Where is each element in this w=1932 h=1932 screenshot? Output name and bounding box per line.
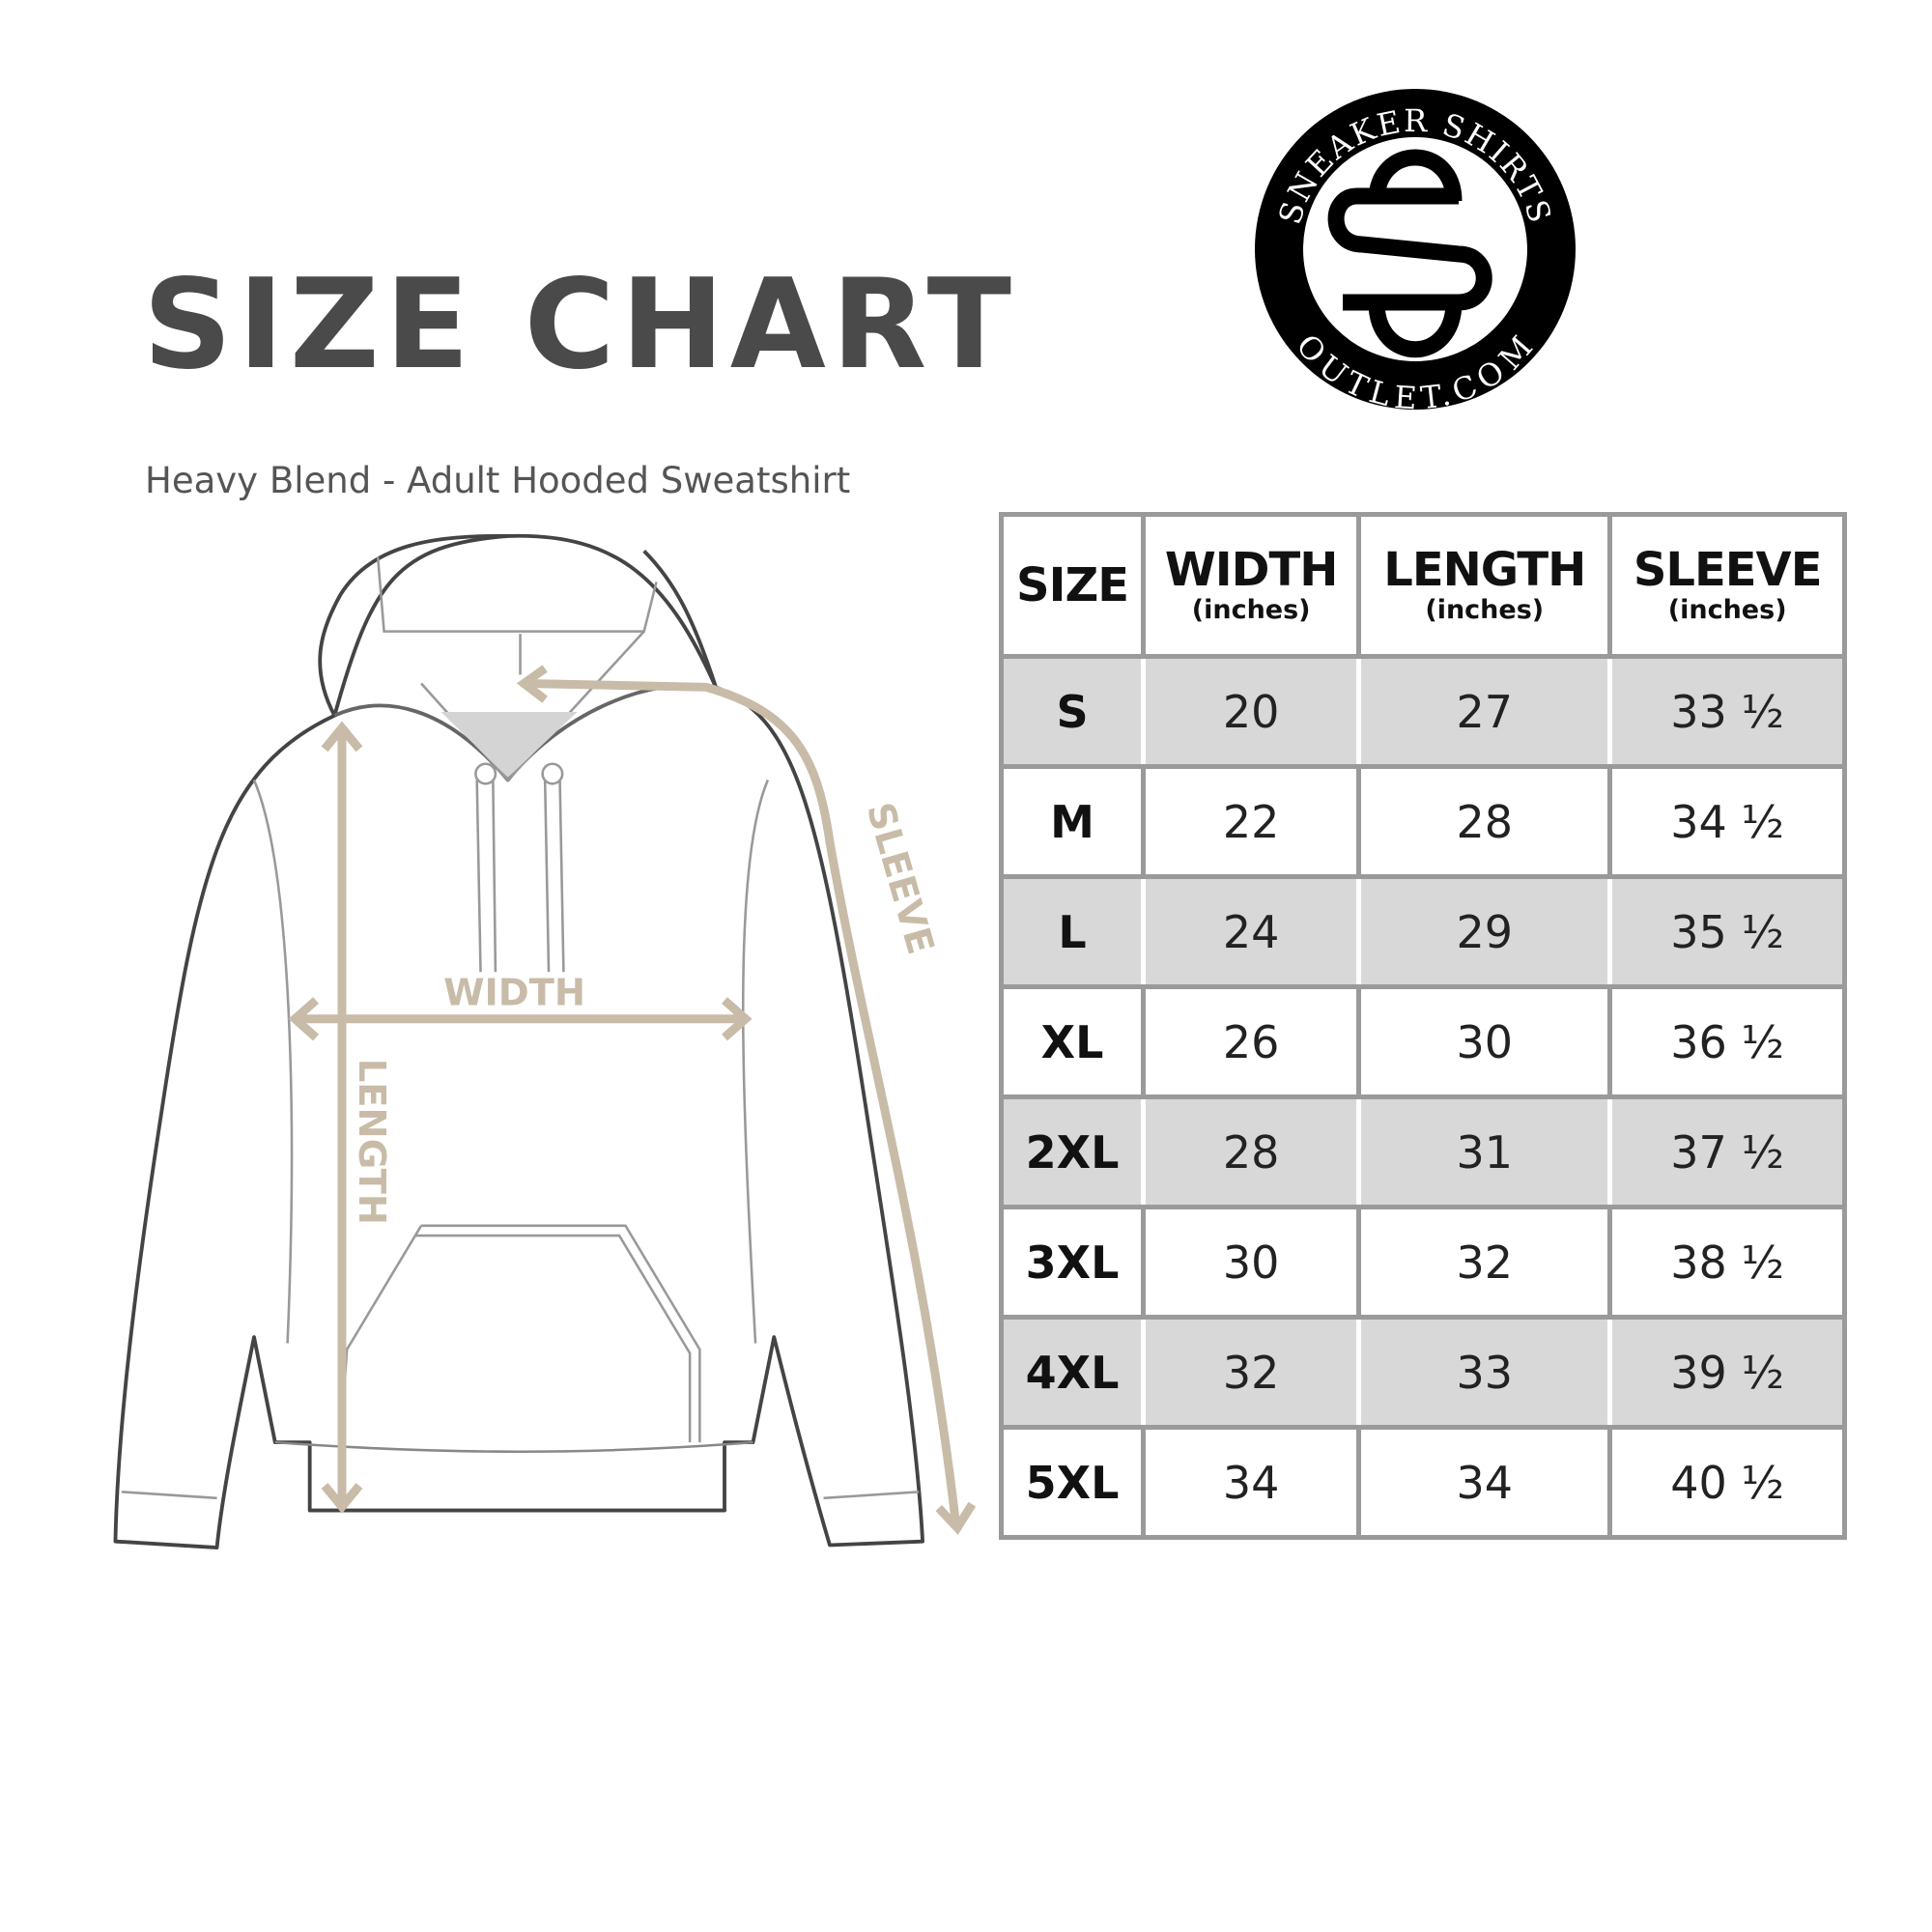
cell-width: 34 xyxy=(1141,1425,1362,1540)
cell-sleeve: 38 ½ xyxy=(1607,1205,1847,1320)
cell-size: 2XL xyxy=(998,1094,1147,1209)
cell-length: 29 xyxy=(1356,874,1613,989)
hoodie-diagram: WIDTH LENGTH SLEEVE xyxy=(113,533,977,1549)
cell-size: XL xyxy=(998,984,1147,1099)
column-header-length: LENGTH (inches) xyxy=(1356,512,1613,659)
size-table: SIZE WIDTH (inches) LENGTH (inches) SLEEVE… xyxy=(998,512,1847,1540)
cell-size: M xyxy=(998,764,1147,879)
cell-length: 31 xyxy=(1356,1094,1613,1209)
table-header-row: SIZE WIDTH (inches) LENGTH (inches) SLEEVE… xyxy=(998,512,1847,659)
sleeve-label: SLEEVE xyxy=(858,798,943,959)
column-header-width: WIDTH (inches) xyxy=(1141,512,1362,659)
sleeve-arrow xyxy=(526,678,961,1526)
product-subtitle: Heavy Blend - Adult Hooded Sweatshirt xyxy=(145,460,851,501)
table-row: 2XL 28 31 37 ½ xyxy=(998,1094,1847,1209)
table-row: L 24 29 35 ½ xyxy=(998,874,1847,989)
monogram-icon xyxy=(1327,149,1492,358)
cell-sleeve: 37 ½ xyxy=(1607,1094,1847,1209)
cell-width: 30 xyxy=(1141,1205,1362,1320)
cell-length: 27 xyxy=(1356,654,1613,769)
cell-width: 32 xyxy=(1141,1315,1362,1430)
cell-size: S xyxy=(998,654,1147,769)
table-row: S 20 27 33 ½ xyxy=(998,654,1847,769)
cell-length: 34 xyxy=(1356,1425,1613,1540)
width-label: WIDTH xyxy=(443,972,585,1015)
cell-sleeve: 35 ½ xyxy=(1607,874,1847,989)
cell-length: 32 xyxy=(1356,1205,1613,1320)
table-row: 3XL 30 32 38 ½ xyxy=(998,1205,1847,1320)
cell-size: L xyxy=(998,874,1147,989)
page-title: SIZE CHART xyxy=(143,253,1017,397)
length-label: LENGTH xyxy=(350,1059,393,1225)
column-header-size: SIZE xyxy=(998,512,1147,659)
cell-sleeve: 39 ½ xyxy=(1607,1315,1847,1430)
hoodie-outline xyxy=(113,533,924,1549)
table-row: 4XL 32 33 39 ½ xyxy=(998,1315,1847,1430)
cell-length: 28 xyxy=(1356,764,1613,879)
measurement-arrows xyxy=(288,665,977,1535)
cell-sleeve: 33 ½ xyxy=(1607,654,1847,769)
column-header-sleeve: SLEEVE (inches) xyxy=(1607,512,1847,659)
cell-length: 30 xyxy=(1356,984,1613,1099)
cell-sleeve: 34 ½ xyxy=(1607,764,1847,879)
table-row: M 22 28 34 ½ xyxy=(998,764,1847,879)
brand-logo: SNEAKER SHIRTS OUTLET.COM xyxy=(1255,89,1576,413)
cell-width: 20 xyxy=(1141,654,1362,769)
cell-sleeve: 40 ½ xyxy=(1607,1425,1847,1540)
cell-size: 4XL xyxy=(998,1315,1147,1430)
table-row: 5XL 34 34 40 ½ xyxy=(998,1425,1847,1540)
cell-size: 5XL xyxy=(998,1425,1147,1540)
cell-size: 3XL xyxy=(998,1205,1147,1320)
cell-sleeve: 36 ½ xyxy=(1607,984,1847,1099)
cell-width: 22 xyxy=(1141,764,1362,879)
table-row: XL 26 30 36 ½ xyxy=(998,984,1847,1099)
cell-width: 26 xyxy=(1141,984,1362,1099)
cell-width: 24 xyxy=(1141,874,1362,989)
cell-length: 33 xyxy=(1356,1315,1613,1430)
cell-width: 28 xyxy=(1141,1094,1362,1209)
